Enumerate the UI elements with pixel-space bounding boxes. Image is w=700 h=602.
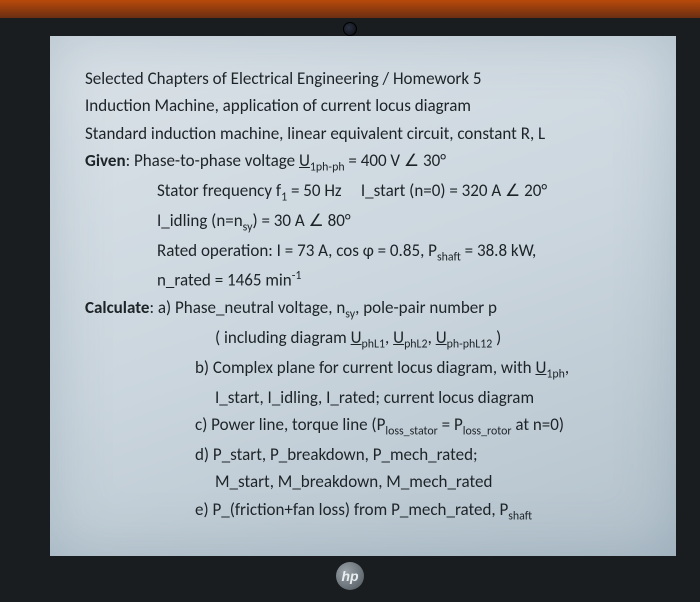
- iidling-pre: I_idling (n=n: [157, 210, 243, 231]
- webcam-dot: [343, 22, 357, 36]
- calc-a-pre: : a) Phase_neutral voltage, n: [149, 297, 345, 318]
- calc-a2-pre: ( including diagram: [215, 327, 351, 348]
- given-line-nrated: n_rated = 1465 min-1: [85, 267, 641, 294]
- u1ph-sub: 1ph: [546, 367, 565, 381]
- nsy-sub-2: sy: [345, 308, 355, 322]
- given-line-freq: Stator frequency f1 = 50 Hz I_start (n=0…: [85, 178, 641, 207]
- calc-line-e: e) P_(friction+fan loss) from P_mech_rat…: [85, 497, 641, 526]
- loss-stator-sub: loss_stator: [385, 425, 437, 439]
- u1phph-sub: 1ph-ph: [310, 160, 345, 174]
- given-line-idling: I_idling (n=nsy) = 30 A ∠ 80°: [85, 208, 641, 237]
- calc-b-pre: b) Complex plane for current locus diagr…: [195, 357, 535, 378]
- calc-b-post: ,: [565, 357, 569, 378]
- calc-line-a2: ( including diagram UphL1, UphL2, Uph-ph…: [85, 325, 641, 354]
- top-bezel-strip: [0, 0, 700, 18]
- iidling-post: ) = 30 A ∠ 80°: [252, 210, 350, 231]
- document-screen: Selected Chapters of Electrical Engineer…: [50, 36, 676, 556]
- given-voltage-pre: : Phase-to-phase voltage: [126, 150, 299, 171]
- pshaft-sub-2: shaft: [508, 509, 532, 523]
- minus1-sup: -1: [292, 269, 302, 283]
- title-line-2: Induction Machine, application of curren…: [85, 93, 641, 119]
- calc-line-b: b) Complex plane for current locus diagr…: [85, 355, 641, 384]
- u1ph-sym: U: [535, 357, 546, 378]
- title-line-3: Standard induction machine, linear equiv…: [85, 121, 641, 147]
- rated-post: = 38.8 kW,: [461, 240, 536, 261]
- calc-line-b2: I_start, I_idling, I_rated; current locu…: [85, 385, 641, 411]
- sep2: ,: [428, 327, 436, 348]
- istart-value: I_start (n=0) = 320 A ∠ 20°: [361, 180, 547, 201]
- uphphl12-sym: U: [436, 327, 447, 348]
- calc-c-mid: = P: [438, 414, 463, 435]
- calc-line-d1: d) P_start, P_breakdown, P_mech_rated;: [85, 442, 641, 468]
- calc-a-post: pole-pair number p: [359, 297, 497, 318]
- uphl2-sym: U: [393, 327, 404, 348]
- calc-c-post: at n=0): [512, 414, 565, 435]
- hp-logo: hp: [336, 562, 364, 590]
- loss-rotor-sub: loss_rotor: [463, 425, 512, 439]
- title-line-1: Selected Chapters of Electrical Engineer…: [85, 66, 641, 92]
- pshaft-sub: shaft: [437, 250, 461, 264]
- nrated-text: n_rated = 1465 min: [157, 270, 292, 291]
- u1phph-symbol: U: [299, 150, 310, 171]
- uphphl12-sub: ph-phL12: [447, 338, 493, 352]
- uphl1-sub: phL1: [362, 338, 386, 352]
- calc-e-pre: e) P_(friction+fan loss) from P_mech_rat…: [195, 499, 508, 520]
- calc-c-pre: c) Power line, torque line (P: [195, 414, 385, 435]
- calc-line-a: Calculate: a) Phase_neutral voltage, nsy…: [85, 295, 641, 324]
- close-paren: ): [492, 327, 501, 348]
- f1-value: = 50 Hz: [287, 180, 342, 201]
- sep1: ,: [385, 327, 393, 348]
- given-label: Given: [85, 150, 126, 171]
- nsy-sub: sy: [243, 220, 253, 234]
- calc-line-c: c) Power line, torque line (Ploss_stator…: [85, 412, 641, 441]
- given-line-voltage: Given: Phase-to-phase voltage U1ph-ph = …: [85, 148, 641, 177]
- stator-freq-label: Stator frequency f: [157, 180, 281, 201]
- calc-line-d2: M_start, M_breakdown, M_mech_rated: [85, 469, 641, 495]
- rated-pre: Rated operation: I = 73 A, cos φ = 0.85,…: [157, 240, 437, 261]
- given-line-rated: Rated operation: I = 73 A, cos φ = 0.85,…: [85, 238, 641, 267]
- u1phph-value: = 400 V ∠ 30°: [345, 150, 446, 171]
- uphl2-sub: phL2: [404, 338, 428, 352]
- uphl1-sym: U: [351, 327, 362, 348]
- calculate-label: Calculate: [85, 297, 149, 318]
